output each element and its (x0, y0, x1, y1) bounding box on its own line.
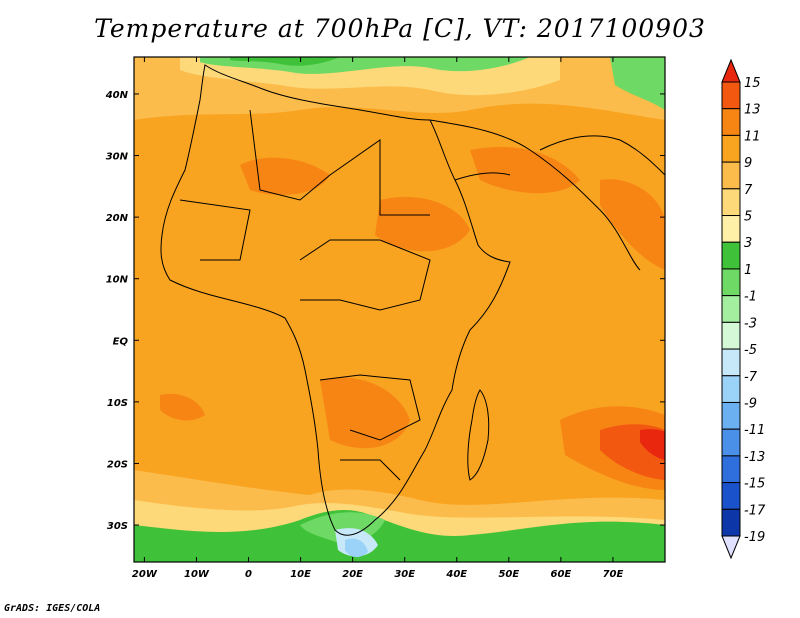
colorbar-swatch (721, 348, 741, 377)
coastlines (160, 64, 665, 536)
colorbar-swatch (721, 295, 741, 323)
lon-label: 30E (394, 569, 415, 580)
colorbar-swatch (721, 134, 741, 163)
latitude-axis: 40N 30N 20N 10N EQ 10S 20S 30S (105, 90, 665, 532)
colorbar-swatch (721, 321, 741, 350)
longitude-axis: 20W 10W 0 10E 20E 30E 40E 50E 60E 70E (132, 57, 624, 580)
colorbar-swatch (721, 81, 741, 110)
lon-label: 70E (603, 569, 624, 580)
lon-label: 60E (551, 569, 572, 580)
colorbar-label: 9 (744, 156, 752, 171)
colorbar-swatch (721, 508, 741, 537)
colorbar-label: -15 (744, 477, 765, 492)
lat-label: 20S (107, 459, 128, 470)
colorbar-label: -19 (744, 530, 765, 545)
colorbar-label: -11 (744, 423, 765, 438)
lat-label: 10N (106, 275, 129, 286)
colorbar-label: 1 (744, 263, 752, 278)
lon-label: 50E (498, 569, 519, 580)
colorbar-label: 5 (744, 210, 752, 225)
colorbar-swatch (721, 428, 741, 457)
lon-label: 10W (184, 569, 210, 580)
colorbar-swatch (721, 268, 741, 297)
colorbar-swatch (721, 161, 741, 190)
colorbar-label: -9 (744, 396, 757, 411)
lon-label: 40E (445, 569, 467, 580)
colorbar-swatch (721, 455, 741, 484)
colorbar-label: -7 (744, 370, 758, 385)
colorbar-label: 15 (744, 76, 761, 91)
lat-label: 20N (106, 213, 129, 224)
colorbar-swatch (721, 482, 741, 510)
colorbar-label: 11 (744, 129, 761, 144)
colorbar-label: -3 (744, 316, 757, 331)
colorbar-label: -5 (744, 343, 757, 358)
lat-label: 30N (106, 152, 129, 163)
map-frame (133, 56, 666, 563)
colorbar-swatch (721, 188, 741, 217)
colorbar: 15 13 11 9 7 5 3 1 -1 -3 -5 -7 -9 -11 -13 -15 -17 -19 (721, 58, 766, 560)
lat-label: EQ (113, 336, 129, 347)
colorbar-label: -17 (744, 503, 766, 518)
colorbar-label: 7 (744, 183, 753, 198)
colorbar-swatch (721, 215, 741, 243)
lat-label: 40N (105, 90, 129, 101)
colorbar-label: -13 (744, 450, 765, 465)
colorbar-swatch (721, 241, 741, 270)
colorbar-label: -1 (744, 290, 757, 305)
temperature-field (134, 57, 665, 562)
lat-label: 10S (107, 398, 128, 409)
colorbar-swatch (721, 401, 741, 430)
lon-label: 20E (342, 569, 363, 580)
colorbar-label: 3 (744, 236, 752, 251)
lon-label: 10E (290, 569, 311, 580)
lon-label: 0 (245, 569, 252, 580)
grads-credit: GrADS: IGES/COLA (4, 603, 101, 614)
colorbar-swatch (721, 108, 741, 136)
chart-title: Temperature at 700hPa [C], VT: 201710090… (94, 14, 706, 43)
lat-label: 30S (107, 521, 128, 532)
colorbar-swatch (721, 375, 741, 403)
colorbar-label: 13 (744, 103, 761, 118)
colorbar-bottom-arrow (721, 535, 741, 560)
colorbar-top-arrow (721, 58, 741, 83)
lon-label: 20W (132, 569, 158, 580)
